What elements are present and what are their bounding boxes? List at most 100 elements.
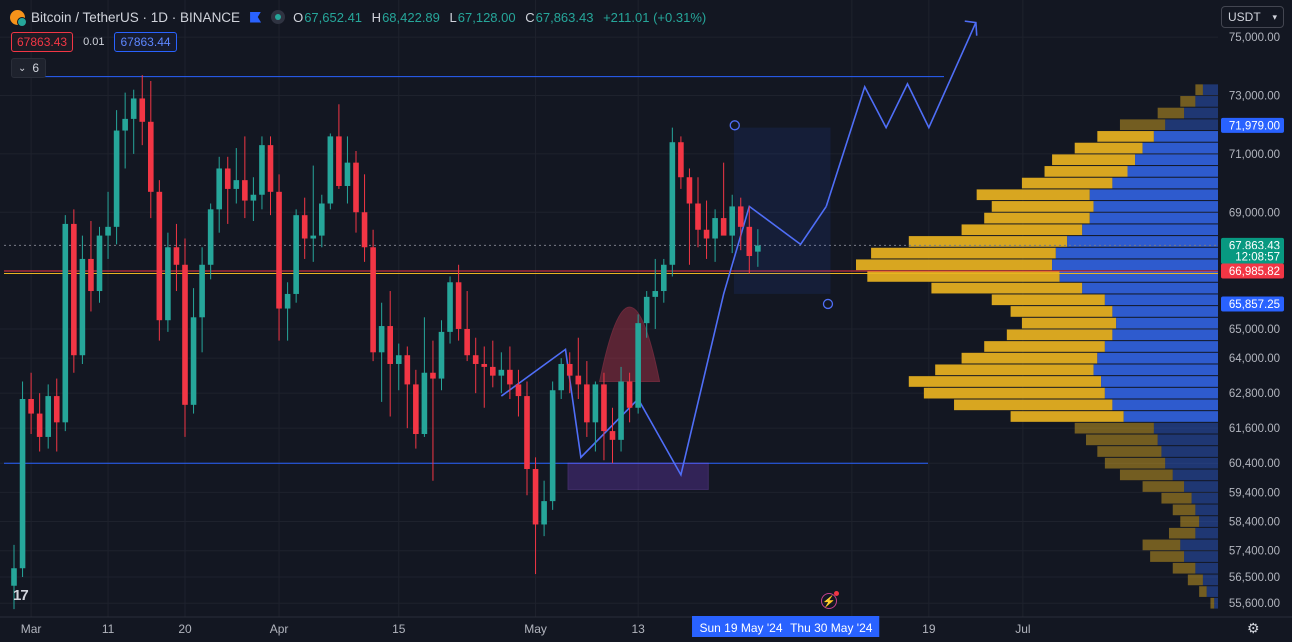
gear-icon[interactable]: ⚙: [1247, 620, 1260, 636]
time-tick-label: 11: [102, 622, 115, 636]
profile-bar-buy: [1093, 364, 1218, 376]
profile-bar-buy: [1184, 107, 1218, 119]
price-tick-label: 62,800.00: [1229, 388, 1280, 400]
sell-button[interactable]: 67863.43: [11, 32, 74, 52]
candle-body: [276, 191, 282, 309]
profile-bar-sell: [1180, 516, 1200, 527]
profile-bar-sell: [954, 399, 1113, 411]
candle-body: [79, 258, 86, 356]
profile-bar-sell: [908, 376, 1102, 387]
profile-bar-buy: [1195, 562, 1218, 574]
candle-body: [438, 331, 445, 379]
profile-bar-sell: [1157, 107, 1185, 119]
profile-bar-buy: [1052, 259, 1218, 271]
profile-bar-sell: [1086, 434, 1158, 446]
candle-body: [216, 168, 222, 210]
price-tick-label: 59,400.00: [1229, 487, 1280, 499]
price-badge: [1221, 117, 1284, 133]
candle-body: [532, 469, 539, 525]
candle-body: [250, 194, 257, 201]
profile-bar-buy: [1195, 527, 1218, 539]
candle-body: [165, 247, 171, 321]
visibility-icon[interactable]: [271, 10, 286, 24]
profile-bar-sell: [1119, 119, 1166, 131]
price-tick-label: 73,000.00: [1229, 91, 1280, 103]
candle-body: [746, 226, 753, 257]
profile-bar-sell: [1172, 562, 1196, 574]
candle-body: [122, 118, 128, 131]
candle-body: [755, 245, 761, 252]
currency-select[interactable]: USDT ▾: [1221, 6, 1284, 28]
candle-body: [344, 162, 351, 186]
ohlc-values: O67,652.41 H68,422.89 L67,128.00 C67,863…: [293, 9, 707, 25]
time-tick-label: Apr: [270, 622, 289, 636]
price-badge-label: 12:08:57: [1235, 252, 1280, 264]
candle-body: [464, 328, 470, 356]
profile-bar-sell: [991, 294, 1105, 306]
range-handle: [822, 298, 834, 310]
profile-bar-sell: [1199, 586, 1207, 597]
profile-bar-buy: [1206, 586, 1218, 597]
candle-body: [130, 98, 137, 119]
profile-bar-sell: [1119, 469, 1173, 481]
profile-bar-sell: [1210, 597, 1215, 609]
support-box: [567, 462, 709, 490]
chevron-down-icon: ▾: [1272, 11, 1277, 22]
profile-bar-buy: [1214, 597, 1218, 609]
profile-bar-sell: [1006, 329, 1113, 341]
profile-bar-buy: [1104, 294, 1218, 306]
candle-body: [319, 203, 325, 236]
profile-bar-sell: [976, 189, 1090, 201]
candle-body: [481, 363, 488, 367]
profile-bar-buy: [1082, 282, 1218, 294]
candle-body: [361, 212, 368, 248]
profile-bar-sell: [1187, 574, 1203, 586]
price-tick-label: 60,400.00: [1229, 458, 1280, 470]
candle-body: [327, 136, 334, 204]
symbol-title[interactable]: Bitcoin / TetherUS · 1D · BINANCE: [31, 9, 241, 25]
candle-body: [96, 235, 103, 292]
candle-body: [105, 226, 111, 236]
profile-bar-buy: [1184, 481, 1218, 492]
buy-button[interactable]: 67863.44: [114, 32, 177, 52]
profile-bar-buy: [1089, 212, 1218, 224]
range-start-label: Sun 19 May '24: [700, 621, 783, 635]
indicators-toggle[interactable]: ⌄ 6: [11, 58, 47, 78]
profile-bar-buy: [1191, 492, 1218, 504]
candle-body: [455, 282, 462, 329]
candle-body: [19, 398, 26, 569]
profile-bar-buy: [1093, 201, 1218, 212]
profile-bar-buy: [1116, 317, 1218, 329]
price-tick-label: 75,000.00: [1229, 32, 1280, 44]
candle-body: [549, 390, 556, 502]
profile-bar-sell: [856, 259, 1053, 271]
candle-body: [430, 372, 436, 379]
profile-bar-buy: [1172, 469, 1218, 481]
price-tick-label: 65,000.00: [1229, 324, 1280, 336]
candle-body: [11, 568, 17, 586]
flag-icon[interactable]: [250, 11, 262, 23]
candle-body: [267, 145, 274, 192]
profile-bar-buy: [1135, 154, 1218, 166]
candle-body: [507, 369, 513, 385]
range-handle: [729, 120, 740, 131]
price-axis: 75,000.00 73,000.00 71,000.00 69,000.00 65,0…: [1221, 32, 1284, 610]
profile-bar-sell: [1010, 411, 1124, 422]
tradingview-logo-icon[interactable]: 17: [13, 587, 29, 604]
profile-bar-buy: [1202, 574, 1218, 586]
profile-bar-sell: [1168, 527, 1196, 539]
profile-bar-buy: [1055, 247, 1218, 259]
alert-bolt-icon[interactable]: ⚡: [821, 591, 839, 609]
profile-bar-buy: [1059, 271, 1218, 282]
profile-bar-sell: [1172, 504, 1196, 516]
candle-body: [370, 247, 376, 353]
candle-body: [541, 501, 547, 525]
profile-bar-buy: [1165, 119, 1218, 131]
chevron-down-icon: ⌄: [18, 62, 27, 74]
profile-bar-sell: [1021, 177, 1113, 189]
profile-bar-buy: [1104, 341, 1218, 352]
profile-bar-sell: [871, 247, 1056, 259]
price-tick-label: 61,600.00: [1229, 423, 1280, 435]
arc-shape: [599, 306, 661, 382]
